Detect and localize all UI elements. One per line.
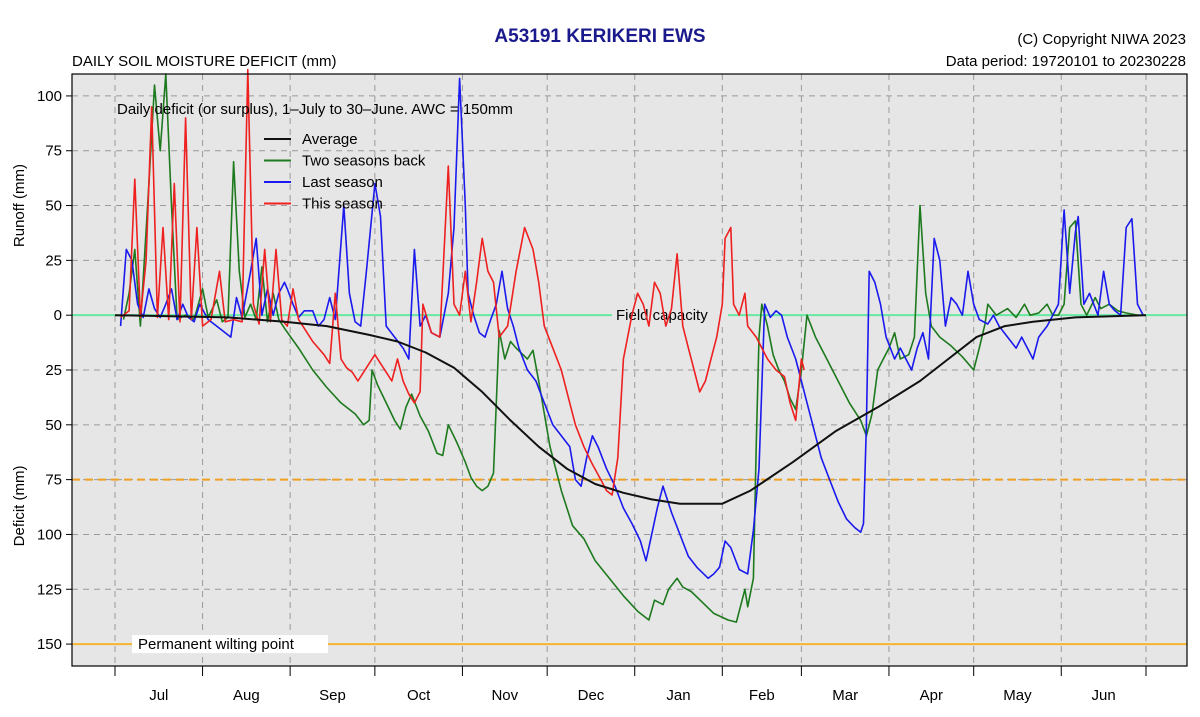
reference-lines: Field capacity Permanent wilting point [72, 306, 1187, 654]
y-tick-label: 75 [45, 472, 62, 489]
legend-label: This season [302, 196, 383, 213]
chart-annotation: Daily deficit (or surplus), 1–July to 30… [117, 101, 513, 118]
x-tick-label: Sep [319, 687, 346, 704]
x-tick-label: Jun [1092, 687, 1116, 704]
y-tick-label: 25 [45, 362, 62, 379]
y-tick-label: 75 [45, 143, 62, 160]
series-line-average [114, 314, 1147, 505]
x-axis: Jul Aug Sep Oct Nov Dec Jan Feb Mar Apr May Jun [114, 666, 1147, 704]
chart-title: A53191 KERIKERI EWS [494, 26, 706, 47]
x-tick-label: Oct [407, 687, 431, 704]
x-tick-label: Jul [149, 687, 168, 704]
copyright-text: (C) Copyright NIWA 2023 [1017, 31, 1186, 48]
legend: Daily deficit (or surplus), 1–July to 30… [117, 101, 513, 213]
y-axis-label-deficit: Deficit (mm) [11, 466, 28, 547]
y-tick-label: 0 [54, 307, 62, 324]
data-series [114, 68, 1147, 623]
x-tick-label: Apr [920, 687, 943, 704]
legend-label: Last season [302, 174, 383, 191]
chart-subtitle: DAILY SOIL MOISTURE DEFICIT (mm) [72, 53, 337, 70]
y-tick-label: 100 [37, 88, 62, 105]
y-tick-label: 150 [37, 636, 62, 653]
y-tick-label: 50 [45, 417, 62, 434]
y-tick-label: 50 [45, 198, 62, 215]
wilting-point-label-bg [132, 635, 328, 654]
y-tick-label: 100 [37, 526, 62, 543]
data-period-text: Data period: 19720101 to 20230228 [945, 53, 1186, 70]
y-tick-label: 25 [45, 252, 62, 269]
series-line-two-seasons-back [122, 73, 1138, 623]
x-tick-label: Mar [832, 687, 858, 704]
x-tick-label: Jan [666, 687, 690, 704]
wilting-point-label: Permanent wilting point [138, 636, 295, 653]
y-tick-label: 125 [37, 581, 62, 598]
legend-label: Two seasons back [302, 153, 426, 170]
legend-label: Average [302, 131, 358, 148]
y-axis: 100 75 50 25 0 25 50 75 100 125 150 [37, 88, 72, 653]
x-tick-label: Aug [233, 687, 260, 704]
x-tick-label: Feb [749, 687, 775, 704]
series-line-this-season [120, 68, 805, 496]
x-tick-label: May [1003, 687, 1032, 704]
series-line-last-season [119, 77, 1144, 580]
y-axis-label-runoff: Runoff (mm) [11, 164, 28, 247]
field-capacity-label: Field capacity [616, 307, 708, 324]
x-tick-label: Nov [491, 687, 518, 704]
x-tick-label: Dec [578, 687, 605, 704]
